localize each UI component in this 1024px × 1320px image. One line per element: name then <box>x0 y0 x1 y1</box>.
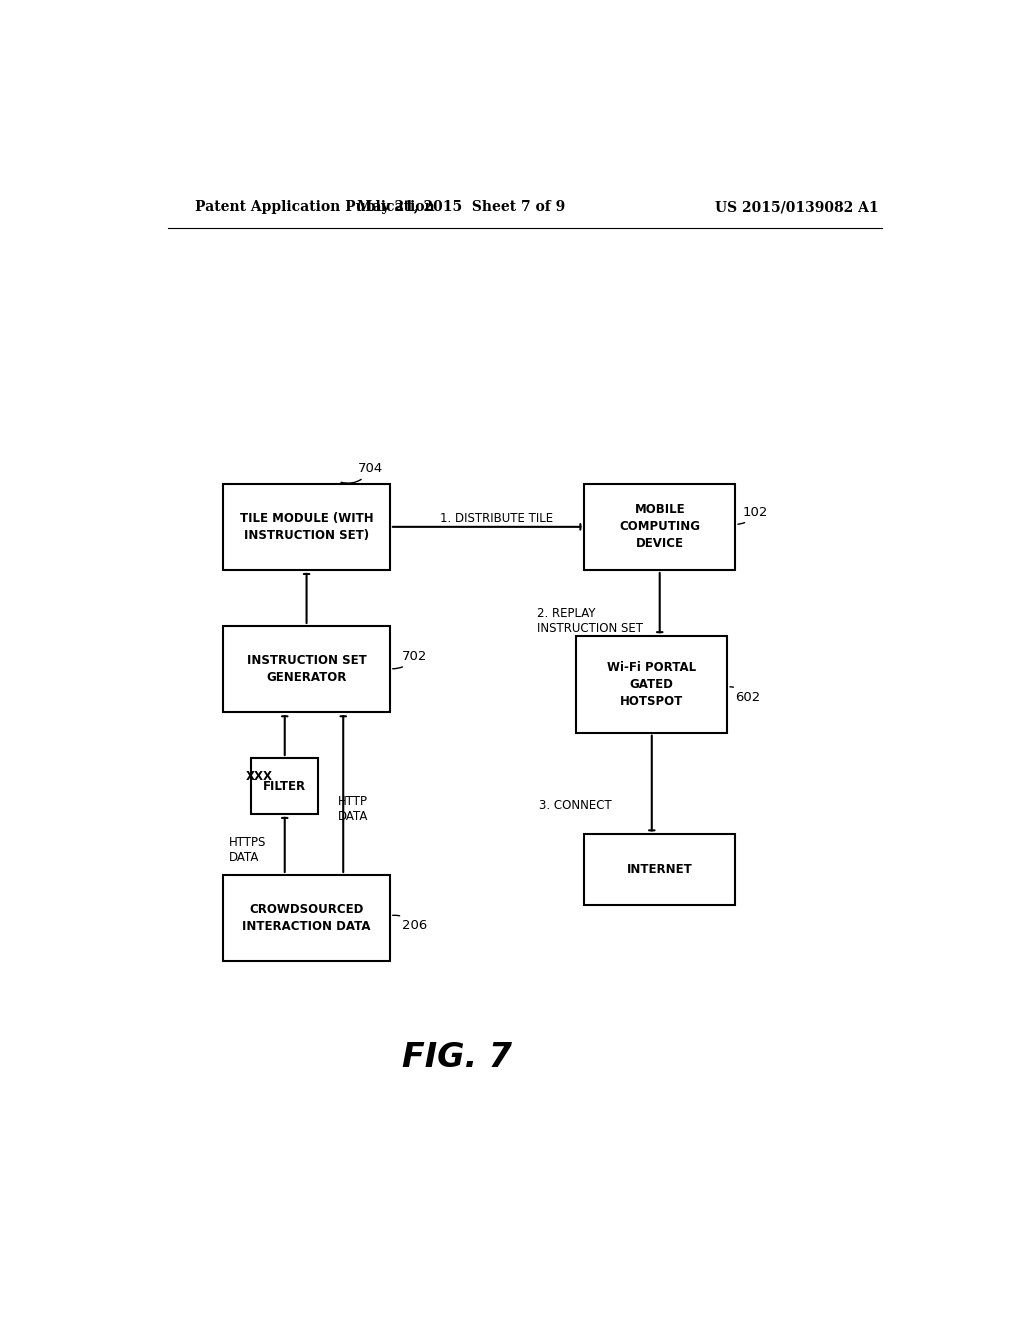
Text: CROWDSOURCED
INTERACTION DATA: CROWDSOURCED INTERACTION DATA <box>243 903 371 933</box>
Text: FILTER: FILTER <box>263 780 306 792</box>
Text: US 2015/0139082 A1: US 2015/0139082 A1 <box>715 201 879 214</box>
Text: May 21, 2015  Sheet 7 of 9: May 21, 2015 Sheet 7 of 9 <box>357 201 565 214</box>
Bar <box>223 875 390 961</box>
Text: Patent Application Publication: Patent Application Publication <box>196 201 435 214</box>
Text: HTTP
DATA: HTTP DATA <box>338 795 369 822</box>
Text: Wi-Fi PORTAL
GATED
HOTSPOT: Wi-Fi PORTAL GATED HOTSPOT <box>607 661 696 708</box>
Text: 1. DISTRIBUTE TILE: 1. DISTRIBUTE TILE <box>440 512 553 525</box>
Text: 206: 206 <box>392 915 427 932</box>
Text: HTTPS
DATA: HTTPS DATA <box>228 836 266 863</box>
Text: FIG. 7: FIG. 7 <box>402 1041 512 1074</box>
Text: INSTRUCTION SET
GENERATOR: INSTRUCTION SET GENERATOR <box>247 655 367 684</box>
Bar <box>585 834 735 906</box>
Bar <box>223 483 390 570</box>
Text: XXX: XXX <box>246 770 272 783</box>
Text: INTERNET: INTERNET <box>627 863 692 876</box>
Text: 102: 102 <box>738 506 768 524</box>
Bar <box>251 758 318 814</box>
Bar <box>585 483 735 570</box>
Text: 602: 602 <box>730 686 761 704</box>
Text: MOBILE
COMPUTING
DEVICE: MOBILE COMPUTING DEVICE <box>620 503 700 550</box>
Text: 2. REPLAY
INSTRUCTION SET: 2. REPLAY INSTRUCTION SET <box>538 607 643 635</box>
Text: 3. CONNECT: 3. CONNECT <box>539 800 611 812</box>
Bar <box>577 636 727 733</box>
Text: TILE MODULE (WITH
INSTRUCTION SET): TILE MODULE (WITH INSTRUCTION SET) <box>240 512 374 541</box>
Text: 702: 702 <box>392 649 427 669</box>
Text: 704: 704 <box>341 462 383 483</box>
Bar <box>223 626 390 713</box>
